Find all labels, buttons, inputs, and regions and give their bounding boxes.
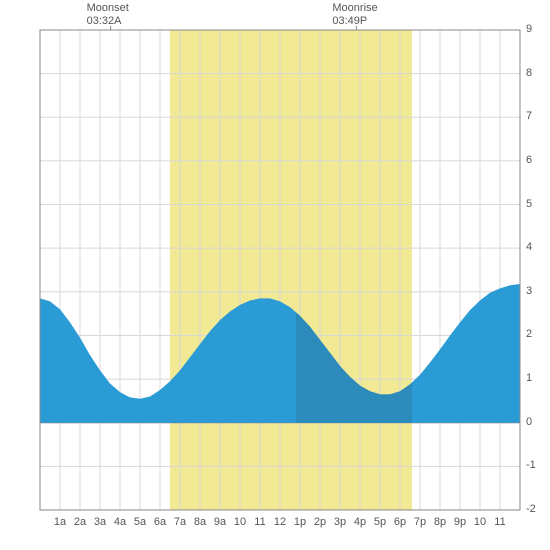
y-tick-label: 5 [526, 198, 532, 210]
y-tick-label: 1 [526, 372, 532, 384]
moonrise-annotation: Moonrise 03:49P [332, 2, 377, 28]
x-tick-label: 5a [134, 516, 146, 528]
x-tick-label: 2p [314, 516, 326, 528]
y-tick-label: -1 [526, 459, 536, 471]
y-tick-label: 7 [526, 110, 532, 122]
x-tick-label: 4a [114, 516, 126, 528]
y-tick-label: 0 [526, 416, 532, 428]
x-tick-label: 8p [434, 516, 446, 528]
x-tick-label: 11 [254, 516, 265, 528]
x-tick-label: 3a [94, 516, 106, 528]
y-tick-label: 2 [526, 328, 532, 340]
x-tick-label: 3p [334, 516, 346, 528]
x-tick-label: 9p [454, 516, 466, 528]
moonset-annotation: Moonset 03:32A [87, 2, 129, 28]
y-tick-label: -2 [526, 503, 536, 515]
x-tick-label: 5p [374, 516, 386, 528]
x-tick-label: 7a [174, 516, 186, 528]
x-tick-label: 6p [394, 516, 406, 528]
x-tick-label: 12 [274, 516, 286, 528]
x-tick-label: 6a [154, 516, 166, 528]
moonset-time: 03:32A [87, 15, 129, 28]
x-tick-label: 1a [54, 516, 66, 528]
moonrise-time: 03:49P [332, 15, 377, 28]
x-tick-label: 8a [194, 516, 206, 528]
x-tick-label: 11 [494, 516, 505, 528]
y-tick-label: 4 [526, 241, 532, 253]
x-tick-label: 10 [234, 516, 246, 528]
tide-chart: { "chart": { "type": "area", "width": 55… [0, 0, 550, 550]
y-tick-label: 6 [526, 154, 532, 166]
x-tick-label: 9a [214, 516, 226, 528]
y-tick-label: 3 [526, 285, 532, 297]
chart-svg [0, 0, 550, 550]
x-tick-label: 4p [354, 516, 366, 528]
x-tick-label: 2a [74, 516, 86, 528]
x-tick-label: 7p [414, 516, 426, 528]
x-tick-label: 10 [474, 516, 486, 528]
y-tick-label: 9 [526, 23, 532, 35]
moonset-title: Moonset [87, 2, 129, 15]
moonrise-title: Moonrise [332, 2, 377, 15]
x-tick-label: 1p [294, 516, 306, 528]
y-tick-label: 8 [526, 67, 532, 79]
